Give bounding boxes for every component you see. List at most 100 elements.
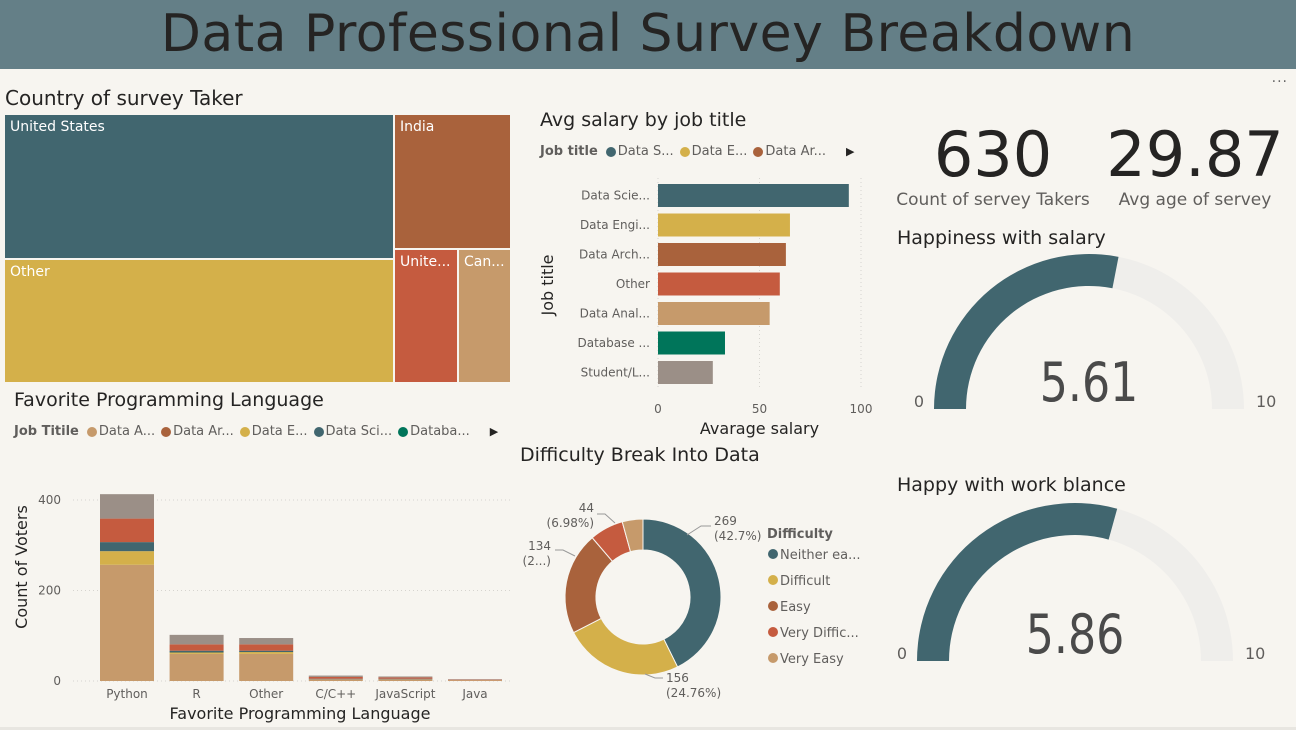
x-tick-label: R — [192, 687, 200, 701]
legend-label: Difficult — [780, 574, 830, 589]
stacked-bar-segment[interactable] — [100, 542, 154, 552]
stacked-bar-segment[interactable] — [239, 644, 294, 651]
stacked-bar-segment[interactable] — [169, 650, 224, 653]
salary-bar[interactable] — [658, 213, 790, 237]
gauge-fill — [934, 254, 1119, 409]
x-tick-label: 50 — [752, 402, 767, 416]
gauge-balance-title: Happy with work blance — [897, 474, 1126, 496]
stacked-bar-segment[interactable] — [378, 679, 433, 681]
gauge-fill — [917, 503, 1118, 661]
legend-title: Job Titile — [14, 424, 79, 439]
legend-dot — [313, 426, 324, 437]
stacked-bar-segment[interactable] — [378, 677, 433, 679]
stacked-bar-segment[interactable] — [448, 680, 502, 681]
legend-dot — [679, 146, 690, 157]
x-tick-label: Python — [106, 687, 148, 701]
data-label-value: 134 — [528, 539, 551, 553]
y-tick-label: Data Scie... — [581, 189, 650, 203]
salary-bar[interactable] — [658, 331, 725, 355]
data-label-percent: (6.98%) — [547, 516, 594, 530]
stacked-bar-segment[interactable] — [239, 638, 294, 645]
x-tick-label: Other — [249, 687, 283, 701]
data-label-value: 269 — [714, 514, 737, 528]
legend-item[interactable]: Data A... — [86, 424, 155, 439]
legend-label: Neither ea... — [780, 548, 861, 563]
stacked-bar-segment[interactable] — [100, 518, 154, 543]
gauge-value: 5.86 — [1026, 603, 1125, 666]
stacked-bar-segment[interactable] — [308, 679, 363, 681]
stacked-bar-segment[interactable] — [169, 652, 224, 654]
treemap-cell-united-states[interactable]: United States — [4, 114, 394, 259]
gauge-max-label: 10 — [1256, 392, 1276, 411]
salary-bar[interactable] — [658, 302, 770, 325]
treemap-cell-united-kingdom[interactable]: Unite... — [394, 249, 458, 383]
legend-item[interactable]: Data Ar... — [753, 144, 826, 159]
header-banner: Data Professional Survey Breakdown — [0, 0, 1296, 69]
legend-label: Databa... — [410, 424, 470, 439]
salary-happiness-gauge: 5.61 0 10 — [914, 254, 1276, 414]
y-tick-label: Database ... — [577, 336, 650, 350]
x-tick-label: 0 — [654, 402, 662, 416]
y-tick-label: Data Engi... — [580, 218, 650, 232]
stacked-bar-segment[interactable] — [308, 676, 363, 679]
legend-dot — [398, 426, 409, 437]
legend-dot — [768, 575, 778, 585]
treemap-cell-label: Unite... — [400, 254, 451, 270]
legend-next-arrow-icon[interactable]: ▶ — [489, 425, 499, 438]
legend-dot — [768, 627, 778, 637]
salary-bar[interactable] — [658, 361, 713, 384]
legend-item[interactable]: Data E... — [239, 424, 308, 439]
salary-bar[interactable] — [658, 184, 849, 207]
legend-dot — [239, 426, 250, 437]
salary-bar[interactable] — [658, 272, 780, 296]
stacked-bar-segment[interactable] — [169, 644, 224, 651]
donut-slice[interactable] — [572, 617, 679, 676]
more-options-icon[interactable]: ... — [1271, 70, 1288, 86]
y-tick-label: Student/L... — [581, 366, 650, 380]
treemap-cell-canada[interactable]: Can... — [458, 249, 511, 383]
leader-line — [644, 673, 663, 679]
legend-item[interactable]: Data Sci... — [313, 424, 392, 439]
data-label-percent: (24.76%) — [666, 686, 721, 700]
leader-line — [686, 525, 711, 536]
x-tick-label: 100 — [850, 402, 873, 416]
treemap-cell-other[interactable]: Other — [4, 259, 394, 383]
kpi-age-value: 29.87 — [1106, 118, 1284, 191]
leader-line — [597, 513, 616, 524]
legend-item[interactable]: Databa... — [398, 424, 470, 439]
stacked-bar-segment[interactable] — [100, 494, 154, 519]
data-label-value: 44 — [579, 501, 594, 515]
y-axis-title: Job title — [538, 254, 557, 316]
legend-item[interactable]: Data Ar... — [161, 424, 234, 439]
stacked-bar-segment[interactable] — [239, 653, 294, 681]
salary-bar[interactable] — [658, 243, 786, 266]
y-tick-label: 0 — [53, 674, 61, 688]
stacked-bar-segment[interactable] — [169, 634, 224, 645]
stacked-bar-segment[interactable] — [100, 564, 154, 681]
treemap-cell-label: United States — [10, 119, 105, 135]
treemap-cell-label: Other — [10, 264, 50, 280]
y-tick-label: Other — [616, 277, 650, 291]
legend-item[interactable]: Data E... — [679, 144, 748, 159]
stacked-bar-segment[interactable] — [239, 652, 294, 654]
x-axis-title: Favorite Programming Language — [170, 704, 431, 723]
treemap-cell-india[interactable]: India — [394, 114, 511, 249]
y-tick-label: Data Anal... — [580, 307, 650, 321]
donut-slice[interactable] — [621, 518, 644, 553]
gauge-salary-title: Happiness with salary — [897, 227, 1106, 249]
stacked-bar-segment[interactable] — [239, 650, 294, 653]
donut-slice[interactable] — [642, 518, 722, 668]
salary-chart-legend: Job title Data S... Data E... Data Ar...… — [540, 144, 854, 159]
treemap-cell-label: Can... — [464, 254, 505, 270]
stacked-bar-segment[interactable] — [100, 551, 154, 565]
bottom-divider — [0, 727, 1296, 730]
legend-item[interactable]: Data S... — [605, 144, 674, 159]
stacked-bar-segment[interactable] — [169, 653, 224, 681]
stacked-bar-segment[interactable] — [378, 676, 433, 678]
difficulty-donut-chart: 269(42.7%) 156(24.76%) 134(2...) 44(6.98%) D… — [523, 501, 861, 700]
legend-label: Data E... — [691, 144, 748, 159]
y-tick-label: 400 — [38, 493, 61, 507]
stacked-bar-segment[interactable] — [308, 675, 363, 677]
legend-next-arrow-icon[interactable]: ▶ — [846, 145, 855, 158]
legend-label: Data Ar... — [173, 424, 234, 439]
